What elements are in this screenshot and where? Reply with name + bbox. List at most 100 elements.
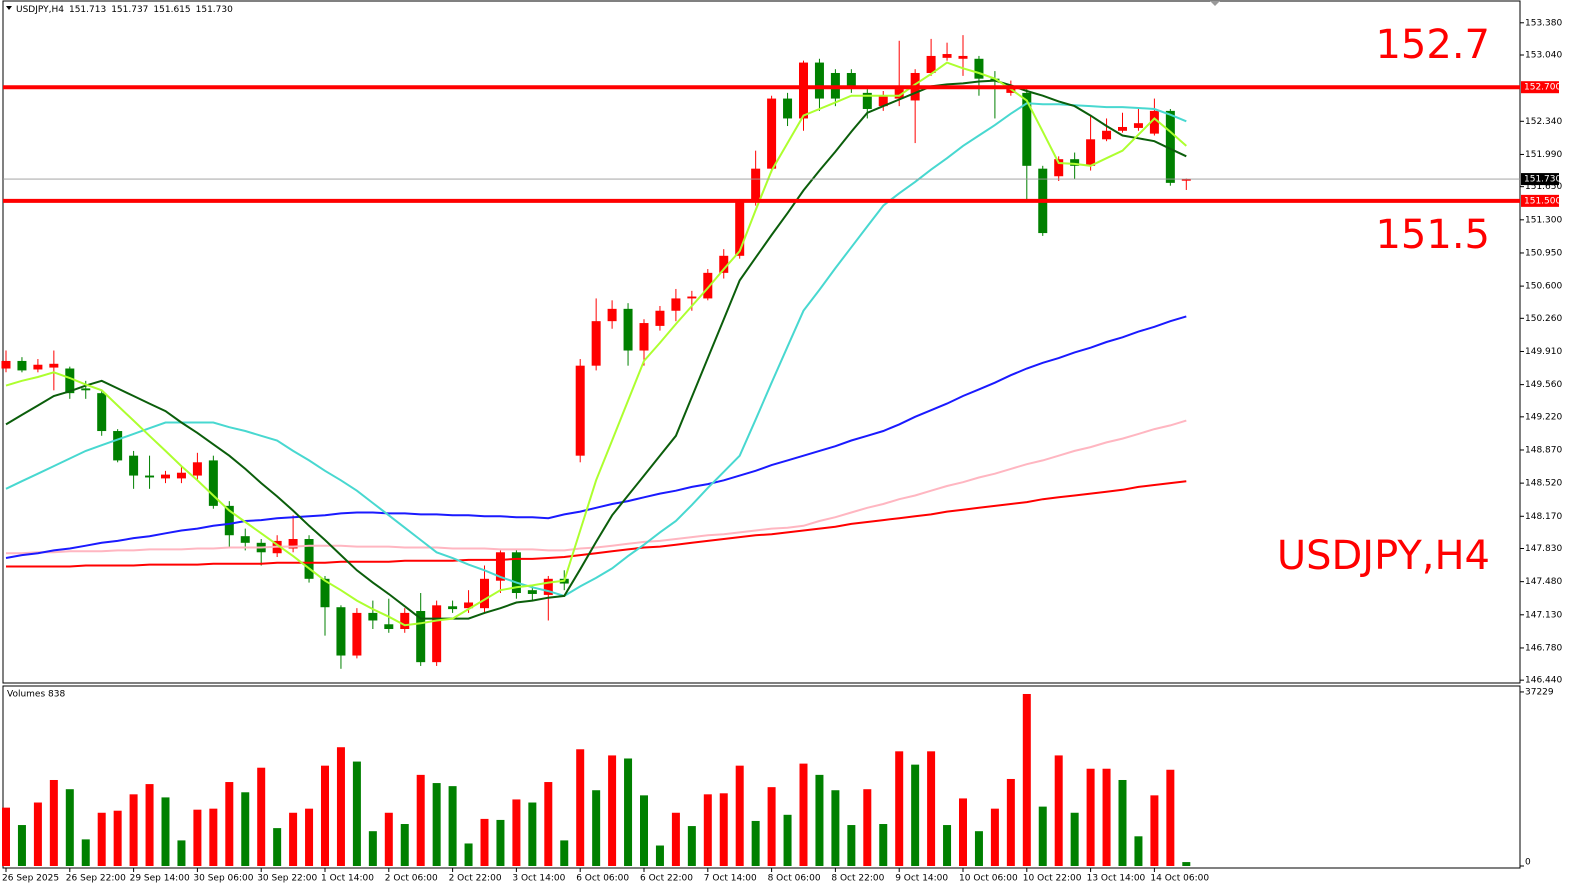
volume-bar: [400, 824, 409, 866]
y-tick-label: 147.130: [1525, 610, 1562, 620]
watermark: USDJPY,H4: [1277, 533, 1490, 579]
candle-body: [352, 612, 362, 656]
level-label: 151.5: [1375, 212, 1490, 258]
y-tick-label: 152.340: [1525, 117, 1562, 127]
candle-body: [176, 472, 186, 479]
candle-body: [224, 505, 234, 536]
candle-body: [65, 368, 75, 394]
moving-average: [5, 61, 1187, 627]
candle-body: [288, 539, 298, 549]
volume-bar: [1086, 768, 1095, 866]
volume-bar: [943, 825, 952, 866]
header-value: 151.713: [69, 5, 106, 15]
volume-bar: [416, 774, 425, 866]
volume-bar: [608, 755, 617, 866]
current-price-label: 151.730: [1524, 175, 1561, 185]
y-tick-label: 151.990: [1525, 150, 1562, 160]
volume-title: Volumes 838: [7, 690, 65, 700]
volume-bar: [225, 782, 234, 866]
volume-bar: [624, 758, 633, 866]
volume-tick-label: 37229: [1525, 687, 1554, 697]
moving-average: [5, 102, 1187, 597]
header-value: 151.737: [111, 5, 148, 15]
current-price-box: [1521, 173, 1559, 186]
volume-bar: [544, 782, 553, 866]
candle-body: [974, 58, 984, 79]
moving-average: [6, 419, 1187, 555]
volume-bar: [113, 810, 122, 866]
y-tick-label: 149.220: [1525, 412, 1562, 422]
candle-body: [304, 539, 314, 579]
candle-body: [240, 536, 250, 543]
candle-body: [846, 72, 856, 87]
x-tick-label: 6 Oct 22:00: [640, 874, 693, 884]
candle-body: [416, 611, 426, 663]
volume-bar: [257, 767, 266, 866]
volume-bar: [209, 808, 218, 866]
candle-body: [1070, 159, 1080, 166]
volume-bar: [49, 779, 58, 866]
volume-bar: [241, 792, 250, 866]
volume-bar: [177, 840, 186, 866]
x-tick-label: 3 Oct 14:00: [512, 874, 565, 884]
moving-average: [6, 480, 1187, 568]
volume-bar: [1118, 779, 1127, 866]
y-tick-label: 150.600: [1525, 282, 1562, 292]
candle-body: [926, 55, 936, 73]
candle-body: [1054, 159, 1064, 177]
candle-body: [1, 360, 11, 369]
x-tick-label: 8 Oct 06:00: [768, 874, 821, 884]
candle-body: [368, 612, 378, 621]
volume-bar: [480, 818, 489, 866]
volume-bar: [273, 828, 282, 866]
volume-bar: [305, 808, 314, 866]
candle-body: [783, 98, 793, 119]
volume-bar: [703, 794, 712, 866]
moving-average: [5, 315, 1187, 559]
y-tick-label: 153.380: [1525, 18, 1562, 28]
candle-body: [400, 612, 410, 630]
candle-body: [81, 388, 91, 391]
candle-body: [878, 95, 888, 107]
candle-body: [384, 624, 394, 630]
y-tick-label: 147.830: [1525, 544, 1562, 554]
candle-body: [336, 607, 346, 656]
volume-bar: [129, 794, 138, 866]
candle-body: [1165, 110, 1175, 183]
volume-bar: [352, 761, 361, 866]
header-value: 151.615: [153, 5, 190, 15]
candle-body: [480, 578, 489, 609]
candle-body: [814, 62, 824, 99]
candle-body: [17, 360, 27, 371]
moving-average: [5, 79, 1187, 620]
volume-bar: [671, 812, 680, 866]
x-tick-label: 14 Oct 06:00: [1150, 874, 1209, 884]
volume-bar: [879, 824, 888, 866]
volume-bar: [990, 808, 999, 866]
candle-body: [607, 308, 617, 322]
candle-body: [495, 552, 505, 581]
volume-bar: [831, 790, 840, 866]
volume-bar: [528, 802, 537, 866]
volume-bar: [1054, 755, 1063, 866]
y-tick-label: 150.260: [1525, 314, 1562, 324]
candle-body: [639, 323, 649, 351]
volume-bar: [1022, 693, 1031, 866]
volume-bar: [783, 814, 792, 866]
x-tick-label: 26 Sep 22:00: [66, 874, 126, 884]
candle-body: [894, 89, 904, 99]
volume-bar: [368, 831, 377, 866]
volume-bar: [1102, 768, 1111, 866]
volume-bar: [512, 799, 521, 866]
candle-body: [97, 393, 107, 432]
y-tick-label: 148.520: [1525, 479, 1562, 489]
volume-bar: [464, 843, 473, 866]
volume-bar: [81, 839, 90, 866]
volume-bar: [895, 751, 904, 866]
y-tick-label: 146.780: [1525, 643, 1562, 653]
volume-bar: [289, 812, 298, 866]
volume-bar: [560, 840, 569, 866]
candle-body: [208, 460, 218, 506]
level-axis-label: 151.500: [1524, 196, 1561, 206]
x-tick-label: 2 Oct 22:00: [449, 874, 502, 884]
